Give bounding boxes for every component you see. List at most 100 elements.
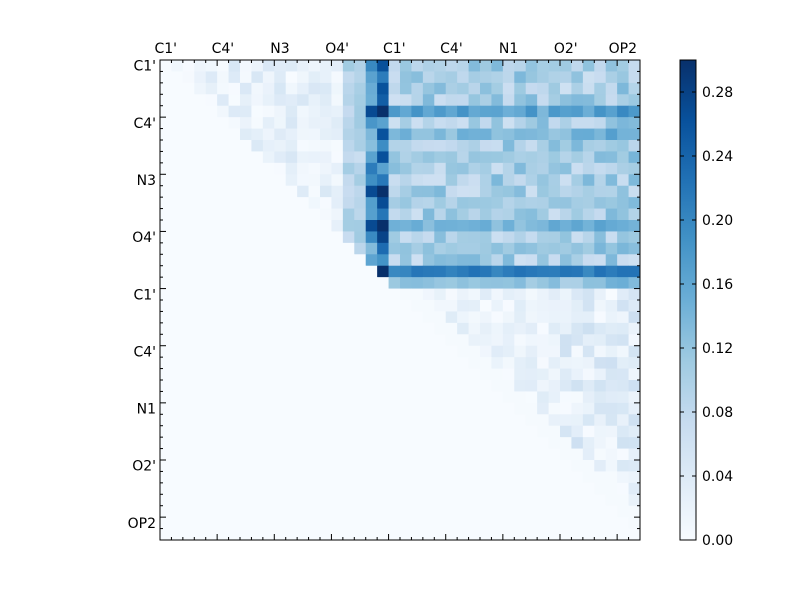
heatmap-cell xyxy=(285,517,298,529)
heatmap-cell xyxy=(525,448,538,461)
heatmap-cell xyxy=(537,265,549,278)
heatmap-cell xyxy=(605,231,618,244)
heatmap-cell xyxy=(502,117,515,129)
heatmap-cell xyxy=(251,82,264,95)
heatmap-cell xyxy=(182,105,195,118)
heatmap-cell xyxy=(491,391,504,404)
heatmap-cell xyxy=(320,94,332,107)
heatmap-cell xyxy=(594,60,607,72)
heatmap-cell xyxy=(354,128,367,141)
heatmap-cell xyxy=(525,391,538,404)
heatmap-cell xyxy=(217,311,229,324)
heatmap-cell xyxy=(365,471,378,484)
heatmap-cell xyxy=(537,448,549,461)
heatmap-cell xyxy=(160,254,172,267)
heatmap-cell xyxy=(457,265,469,278)
heatmap-cell xyxy=(251,128,264,141)
heatmap-cell xyxy=(342,174,355,187)
heatmap-cell xyxy=(594,368,607,381)
heatmap-cell xyxy=(217,460,229,472)
heatmap-cell xyxy=(491,505,504,518)
heatmap-cell xyxy=(480,208,492,221)
heatmap-cell xyxy=(525,322,538,335)
heatmap-cell xyxy=(377,322,389,335)
heatmap-cell xyxy=(308,254,321,267)
heatmap-cell xyxy=(468,402,481,415)
heatmap-cell xyxy=(617,517,629,529)
heatmap-cell xyxy=(605,471,618,484)
heatmap-cell xyxy=(182,277,195,289)
x-tick-label: N1 xyxy=(499,41,518,57)
heatmap-cell xyxy=(320,162,332,175)
x-tick-label: O4' xyxy=(325,41,349,57)
heatmap-cell xyxy=(274,334,287,347)
heatmap-cell xyxy=(617,242,629,255)
heatmap-cell xyxy=(320,494,332,507)
heatmap-cell xyxy=(422,391,435,404)
heatmap-cell xyxy=(525,528,538,541)
heatmap-cell xyxy=(205,140,218,152)
heatmap-cell xyxy=(285,322,298,335)
heatmap-cell xyxy=(468,414,481,427)
heatmap-cell xyxy=(445,517,458,529)
heatmap-cell xyxy=(331,517,344,529)
heatmap-cell xyxy=(217,448,229,461)
heatmap-cell xyxy=(240,277,252,289)
heatmap-cell xyxy=(548,334,561,347)
heatmap-cell xyxy=(331,482,344,495)
heatmap-cell xyxy=(434,300,447,312)
heatmap-cell xyxy=(217,71,229,84)
colorbar: 0.000.040.080.120.160.200.240.28 xyxy=(679,59,733,549)
heatmap-cell xyxy=(342,517,355,529)
heatmap-cell xyxy=(411,277,424,289)
heatmap-cell xyxy=(582,82,595,95)
heatmap-cell xyxy=(514,197,527,209)
heatmap-cell xyxy=(354,482,367,495)
heatmap-cell xyxy=(297,345,309,358)
heatmap-cell xyxy=(617,391,629,404)
heatmap-cell xyxy=(308,140,321,152)
heatmap-cell xyxy=(434,471,447,484)
heatmap-cell xyxy=(365,151,378,164)
heatmap-cell xyxy=(320,208,332,221)
heatmap-cell xyxy=(468,265,481,278)
heatmap-cell xyxy=(560,334,572,347)
heatmap-cell xyxy=(537,494,549,507)
heatmap-cell xyxy=(171,151,184,164)
heatmap-cell xyxy=(525,151,538,164)
heatmap-cell xyxy=(365,231,378,244)
heatmap-cell xyxy=(365,357,378,369)
heatmap-cell xyxy=(422,528,435,541)
heatmap-cell xyxy=(537,82,549,95)
heatmap-cell xyxy=(160,208,172,221)
heatmap-cell xyxy=(285,414,298,427)
heatmap-cell xyxy=(480,528,492,541)
heatmap-cell xyxy=(194,128,207,141)
heatmap-cell xyxy=(537,288,549,301)
heatmap-cell xyxy=(388,71,401,84)
heatmap-cell xyxy=(537,437,549,449)
heatmap-cell xyxy=(434,162,447,175)
heatmap-cell xyxy=(617,505,629,518)
heatmap-cell xyxy=(422,448,435,461)
heatmap-cell xyxy=(262,368,275,381)
heatmap-cell xyxy=(594,334,607,347)
heatmap-cell xyxy=(251,368,264,381)
heatmap-cell xyxy=(548,425,561,438)
heatmap-cell xyxy=(525,242,538,255)
heatmap-cell xyxy=(274,277,287,289)
heatmap-cell xyxy=(388,288,401,301)
heatmap-cell xyxy=(571,265,584,278)
heatmap-cell xyxy=(228,242,241,255)
heatmap-cell xyxy=(514,71,527,84)
heatmap-cell xyxy=(251,425,264,438)
heatmap-cell xyxy=(422,151,435,164)
heatmap-cell xyxy=(160,277,172,289)
heatmap-cell xyxy=(205,197,218,209)
heatmap-cell xyxy=(228,288,241,301)
heatmap-cell xyxy=(377,128,389,141)
heatmap-cell xyxy=(354,471,367,484)
heatmap-cell xyxy=(434,322,447,335)
heatmap-cell xyxy=(262,94,275,107)
heatmap-cell xyxy=(342,220,355,232)
